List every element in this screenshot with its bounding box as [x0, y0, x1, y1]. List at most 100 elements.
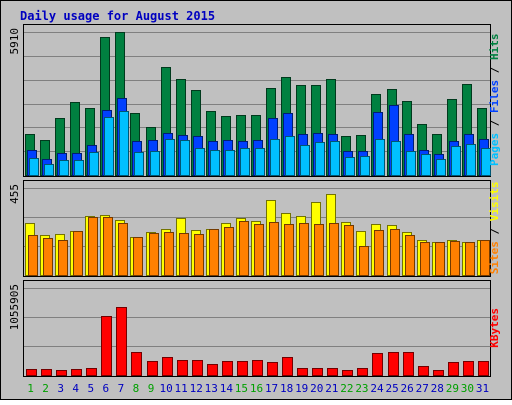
bar-sites-day-29	[450, 241, 460, 276]
x-tick-label-day-6: 6	[103, 382, 110, 395]
bar-kbytes-day-27	[418, 366, 429, 376]
bar-kbytes-day-25	[388, 352, 399, 376]
bar-sites-day-11	[179, 233, 189, 276]
x-tick-label-day-23: 23	[355, 382, 368, 395]
bar-sites-day-22	[344, 225, 354, 276]
bar-pages-day-15	[240, 148, 250, 176]
bar-sites-day-18	[284, 224, 294, 276]
bar-pages-day-6	[104, 117, 114, 176]
bar-kbytes-day-16	[252, 360, 263, 376]
bar-kbytes-day-2	[41, 369, 52, 376]
bar-sites-day-21	[329, 223, 339, 276]
x-tick-label-day-30: 30	[461, 382, 474, 395]
bar-sites-day-13	[209, 229, 219, 276]
legend-separator: /	[488, 113, 501, 133]
x-tick-label-day-24: 24	[370, 382, 384, 395]
bar-pages-day-8	[134, 152, 144, 176]
bar-kbytes-day-11	[177, 360, 188, 376]
bar-kbytes-day-24	[372, 353, 383, 376]
bar-pages-day-9	[150, 151, 160, 176]
bar-sites-day-1	[28, 235, 38, 276]
bar-pages-day-29	[451, 146, 461, 176]
bar-pages-day-24	[375, 139, 385, 176]
bar-sites-day-16	[254, 224, 264, 276]
bar-pages-day-18	[285, 136, 295, 176]
legend-separator: /	[488, 221, 501, 241]
x-tick-label-day-21: 21	[325, 382, 338, 395]
bar-kbytes-day-29	[448, 362, 459, 376]
bar-pages-day-2	[44, 164, 54, 176]
bar-sites-day-8	[133, 237, 143, 276]
bar-kbytes-day-21	[327, 368, 338, 376]
bar-kbytes-day-4	[71, 369, 82, 376]
x-tick-label-day-27: 27	[416, 382, 429, 395]
bar-sites-day-12	[194, 234, 204, 276]
bar-pages-day-10	[165, 139, 175, 176]
bar-kbytes-day-14	[222, 361, 233, 376]
panel-visits-sites: 455 Sites / Visits	[8, 180, 501, 277]
bar-sites-day-3	[58, 240, 68, 276]
bar-sites-day-7	[118, 223, 128, 276]
bar-pages-day-30	[466, 144, 476, 176]
x-tick-label-day-3: 3	[57, 382, 64, 395]
bar-kbytes-day-6	[101, 316, 112, 376]
bar-pages-day-25	[391, 141, 401, 176]
bar-sites-day-9	[149, 233, 159, 276]
bar-sites-day-23	[359, 246, 369, 276]
legend-pages-files-hits: Pages / Files / Hits	[488, 34, 501, 167]
bar-kbytes-day-17	[267, 362, 278, 376]
bar-kbytes-day-30	[463, 361, 474, 376]
x-tick-label-day-10: 10	[159, 382, 172, 395]
bar-sites-day-19	[299, 223, 309, 276]
x-tick-label-day-12: 12	[190, 382, 203, 395]
legend-item-visits: Visits	[488, 181, 501, 221]
bar-pages-day-4	[74, 160, 84, 176]
bar-kbytes-day-15	[237, 361, 248, 376]
bar-sites-day-5	[88, 217, 98, 276]
bar-pages-day-7	[119, 111, 129, 176]
bar-sites-day-17	[269, 222, 279, 276]
bar-sites-day-25	[390, 229, 400, 276]
legend-item-sites: Sites	[488, 241, 501, 274]
x-tick-label-day-1: 1	[27, 382, 34, 395]
bar-pages-day-31	[481, 148, 491, 176]
bar-pages-day-22	[345, 157, 355, 176]
y-tick-label: 1055905	[8, 284, 21, 330]
x-tick-label-day-7: 7	[118, 382, 125, 395]
bar-sites-day-4	[73, 231, 83, 276]
bar-sites-day-10	[164, 232, 174, 276]
panel-pages-files-hits: 5910 Pages / Files / Hits	[8, 24, 501, 177]
bar-kbytes-day-19	[297, 368, 308, 376]
bar-pages-day-27	[421, 154, 431, 176]
x-tick-label-day-18: 18	[280, 382, 293, 395]
bar-kbytes-day-28	[433, 370, 444, 376]
bar-pages-day-3	[59, 160, 69, 176]
bar-kbytes-day-5	[86, 368, 97, 376]
legend-item-pages: Pages	[488, 133, 501, 166]
bar-sites-day-6	[103, 217, 113, 276]
bar-kbytes-day-9	[147, 361, 158, 376]
bar-sites-day-27	[420, 242, 430, 276]
x-tick-label-day-9: 9	[148, 382, 155, 395]
x-tick-label-day-5: 5	[87, 382, 94, 395]
bar-kbytes-day-1	[26, 369, 37, 376]
bar-pages-day-17	[270, 139, 280, 176]
legend-separator: /	[488, 60, 501, 80]
x-tick-label-day-8: 8	[133, 382, 140, 395]
bar-sites-day-28	[435, 242, 445, 276]
bar-pages-day-1	[29, 158, 39, 176]
x-tick-label-day-19: 19	[295, 382, 308, 395]
bar-sites-day-26	[405, 235, 415, 276]
bar-kbytes-day-23	[357, 368, 368, 376]
bar-kbytes-day-12	[192, 360, 203, 376]
bar-kbytes-day-13	[207, 364, 218, 376]
legend-kbytes: KBytes	[488, 308, 501, 348]
bar-kbytes-day-10	[162, 357, 173, 376]
x-tick-label-day-16: 16	[250, 382, 263, 395]
bar-kbytes-day-8	[131, 352, 142, 376]
legend-item-files: Files	[488, 80, 501, 113]
panel-kbytes: 1055905 KBytes	[8, 280, 501, 377]
bar-kbytes-day-3	[56, 370, 67, 376]
bar-pages-day-23	[360, 156, 370, 176]
